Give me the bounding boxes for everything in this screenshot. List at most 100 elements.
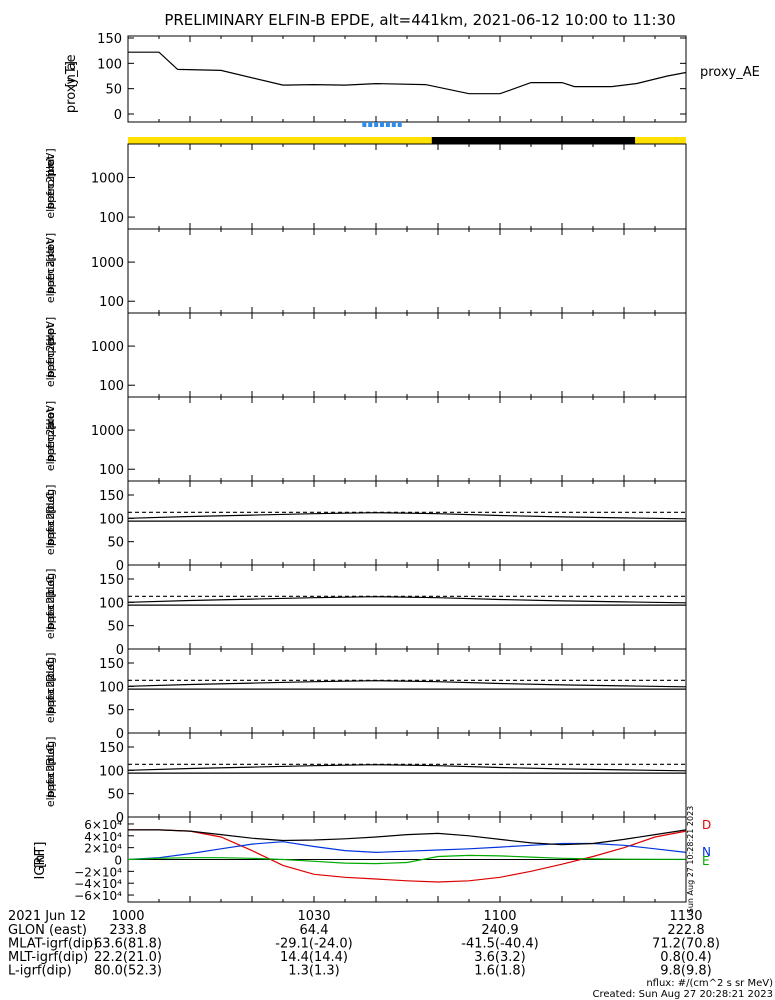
ch1LC-ylabel-line: elb bbox=[44, 622, 57, 639]
perp-frame bbox=[127, 312, 687, 398]
para-ylabel-line: para bbox=[44, 412, 57, 437]
proxy-ae-line bbox=[128, 51, 687, 95]
row-value: 22.2(21.0) bbox=[94, 950, 162, 965]
omni-ylabel-line: en bbox=[44, 184, 57, 198]
omni-ylabel-line: [keV] bbox=[44, 148, 57, 177]
row-label: MLT-igrf(dip) bbox=[8, 950, 88, 965]
row-label: GLON (east) bbox=[8, 923, 87, 938]
ytick-label: 100 bbox=[99, 680, 124, 695]
blue-marker-block bbox=[385, 122, 390, 127]
ch2LC-ylabel-line: elb bbox=[44, 706, 57, 723]
perp-ylabel-line: perp bbox=[44, 328, 57, 353]
ch1LC-ylabel: elbpefpaspec2plotch1LC[deg] bbox=[44, 569, 57, 640]
ch2LC-ylabel-line: pef bbox=[44, 695, 57, 714]
anti-frame bbox=[127, 228, 687, 314]
row-value: 1.3(1.3) bbox=[288, 964, 340, 979]
anti-ylabel-line: en bbox=[44, 269, 57, 283]
ytick-label: 6×10⁴ bbox=[84, 818, 122, 832]
ytick-label: 100 bbox=[99, 211, 124, 226]
ytick-label: 50 bbox=[107, 620, 124, 635]
para-ylabel-line: pef bbox=[44, 443, 57, 462]
row-value: 71.2(70.8) bbox=[652, 937, 720, 952]
ch2LC-ylabel-line: spec2plot bbox=[44, 659, 57, 713]
igrf-legend-N: N bbox=[702, 845, 711, 859]
ytick-label: 100 bbox=[99, 463, 124, 478]
row-value: 233.8 bbox=[109, 923, 146, 938]
ch2LC-ylabel: elbpefpaspec2plotch2LC[deg] bbox=[44, 653, 57, 724]
ch0LC-ylabel-line: spec2plot bbox=[44, 491, 57, 545]
panel-perp: 1000 100 elbpefenspec2plotperp[keV] bbox=[44, 312, 687, 398]
ytick-label: 50 bbox=[107, 704, 124, 719]
panel-omni: 1000 100 elbpefenspec2plotomni[keV] bbox=[44, 143, 687, 230]
xtick-label: 1000 bbox=[111, 909, 144, 924]
proxy-ae-ylabel-line: [nT] bbox=[64, 61, 79, 87]
proxy-ae-ylabel-line: proxy_ae bbox=[64, 54, 79, 113]
ch0LC-ylabel: elbpefpaspec2plotch0LC[deg] bbox=[44, 485, 57, 556]
ytick-label: 50 bbox=[105, 83, 122, 98]
igrf-side-timestamp: Sun Aug 27 10:28:21 2023 bbox=[686, 806, 695, 913]
anti-ylabel-line: [keV] bbox=[44, 233, 57, 262]
ch1LC-ylabel-line: spec2plot bbox=[44, 575, 57, 629]
igrf-legend-D: D bbox=[702, 818, 711, 832]
row-value: -41.5(-40.4) bbox=[461, 937, 538, 952]
row-value: -29.1(-24.0) bbox=[275, 937, 352, 952]
igrf-ylabel-line: [nT] bbox=[33, 842, 48, 868]
ch1LC-ylabel-line: [deg] bbox=[44, 569, 57, 598]
panels: 150100500proxy_AEproxy_ae[nT]1000100elbp… bbox=[33, 32, 760, 913]
ytick-label: 150 bbox=[99, 573, 124, 588]
created-timestamp: Created: Sun Aug 27 20:28:21 2023 bbox=[593, 989, 773, 1000]
anti-ylabel: elbpefenspec2plotanti[keV] bbox=[44, 233, 57, 303]
ytick-label: 4×10⁴ bbox=[84, 830, 122, 844]
ytick-label: 0 bbox=[116, 727, 124, 742]
ytick-label: 150 bbox=[99, 657, 124, 672]
ch3LC-frame bbox=[127, 732, 687, 818]
para-frame bbox=[127, 396, 687, 482]
blue-marker-block bbox=[397, 122, 402, 127]
ytick-label: 150 bbox=[99, 741, 124, 756]
panel-ch1LC: 150 100 50 0 elbpefpaspec2plotch1LC[deg] bbox=[44, 564, 687, 658]
blue-marker-block bbox=[374, 122, 379, 127]
ch1LC-ylabel-line: ch1LC bbox=[44, 576, 57, 610]
ytick-label: −6×10⁴ bbox=[74, 889, 122, 903]
para-ylabel-line: en bbox=[44, 437, 57, 451]
ch2LC-ylabel-line: pa bbox=[44, 689, 57, 703]
row-value: 1.6(1.8) bbox=[474, 964, 526, 979]
legend-proxy-ae: proxy_AE bbox=[700, 65, 760, 80]
ch2LC-ylabel-line: [deg] bbox=[44, 653, 57, 682]
ch3LC-ylabel-line: [deg] bbox=[44, 737, 57, 766]
para-ylabel-line: [keV] bbox=[44, 401, 57, 430]
row-value: 80.0(52.3) bbox=[94, 964, 162, 979]
ytick-label: 100 bbox=[99, 764, 124, 779]
blue-marker-block bbox=[380, 122, 385, 127]
blue-marker-block bbox=[391, 122, 396, 127]
xtick-label: 1100 bbox=[483, 909, 516, 924]
panel-ch3LC: 150 100 50 0 elbpefpaspec2plotch3LC[deg] bbox=[44, 732, 687, 826]
omni-frame bbox=[127, 143, 687, 230]
ch0LC-ylabel-line: ch0LC bbox=[44, 492, 57, 526]
bottom-axis-block: 2021 Jun 12 1000 1030 1100 1130 GLON (east) 23… bbox=[8, 909, 720, 979]
ytick-label: −4×10⁴ bbox=[74, 877, 122, 891]
igrf-line-D bbox=[128, 829, 687, 883]
panel-ch2LC: 150 100 50 0 elbpefpaspec2plotch2LC[deg] bbox=[44, 648, 687, 742]
state-segment bbox=[635, 137, 686, 144]
blue-marker-block bbox=[362, 122, 367, 127]
anti-ylabel-line: pef bbox=[44, 275, 57, 294]
ytick-label: 100 bbox=[99, 379, 124, 394]
perp-ylabel: elbpefenspec2plotperp[keV] bbox=[44, 317, 57, 387]
ytick-label: 0 bbox=[116, 811, 124, 826]
ch3LC-ylabel-line: pa bbox=[44, 773, 57, 787]
ch0LC-frame bbox=[127, 480, 687, 566]
row-label: MLAT-igrf(dip) bbox=[8, 937, 98, 952]
ytick-label: 1000 bbox=[91, 256, 124, 271]
ytick-label: 1000 bbox=[91, 424, 124, 439]
ytick-label: 100 bbox=[99, 596, 124, 611]
ytick-label: 100 bbox=[97, 57, 122, 72]
panel-proxy_ae: 150 100 50 0 proxy_AE proxy_ae[nT] bbox=[64, 32, 760, 123]
row-value: 0.8(0.4) bbox=[660, 950, 712, 965]
xtick-label: 1030 bbox=[297, 909, 330, 924]
loss-cone-line bbox=[127, 764, 687, 772]
igrf-ylabel: IGRF[nT] bbox=[33, 842, 48, 880]
row-value: 222.8 bbox=[667, 923, 704, 938]
row-label: L-igrf(dip) bbox=[8, 964, 72, 979]
